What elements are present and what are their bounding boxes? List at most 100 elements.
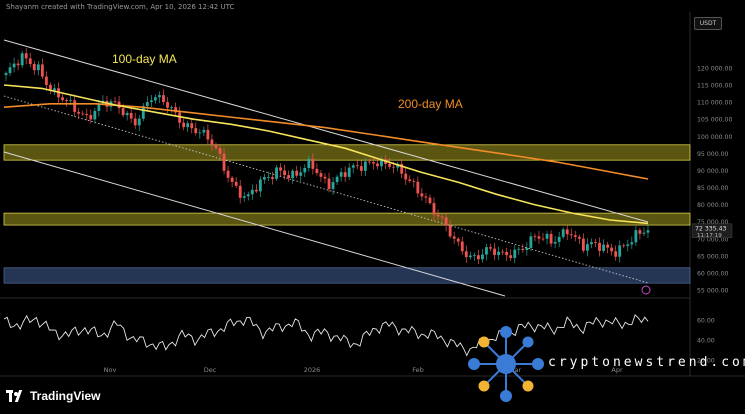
- currency-button[interactable]: USDT: [694, 17, 722, 30]
- candle-body: [307, 158, 311, 169]
- ma100-line: [3, 84, 649, 225]
- crypto-news-trend-logo: [468, 326, 544, 402]
- candle-body: [501, 251, 505, 253]
- candle-body: [452, 236, 456, 239]
- candle-body: [606, 244, 610, 248]
- candle-body: [85, 114, 89, 116]
- time-tick-label: 2026: [304, 366, 321, 374]
- candle-body: [533, 236, 537, 238]
- candle-body: [646, 230, 650, 233]
- candle-body: [125, 112, 129, 116]
- candle-body: [521, 248, 525, 250]
- candle-body: [513, 249, 517, 258]
- candle-body: [557, 236, 561, 242]
- last-price-label: 72 335.43: [695, 225, 727, 232]
- candle-body: [210, 139, 214, 146]
- candle-body: [186, 123, 190, 128]
- watermark-text: cryptonewstrend.com: [548, 355, 745, 370]
- candle-body: [20, 53, 24, 66]
- candle-body: [630, 242, 634, 245]
- candle-body: [343, 172, 347, 177]
- candle-body: [614, 251, 618, 257]
- resistance-zone: [3, 212, 691, 226]
- price-tick-label: 105 000.00: [697, 117, 732, 124]
- candle-body: [303, 168, 307, 173]
- candle-body: [367, 161, 371, 163]
- candle-body: [319, 173, 323, 177]
- ma200-line: [3, 103, 649, 180]
- price-tick-label: 95 000.00: [697, 151, 729, 158]
- price-tick-label: 110 000.00: [697, 100, 732, 107]
- candle-body: [214, 145, 218, 149]
- candle-body: [335, 176, 339, 183]
- candle-body: [40, 64, 44, 77]
- candle-body: [626, 244, 630, 246]
- candle-body: [347, 167, 351, 177]
- resistance-zone: [3, 144, 691, 161]
- candle-body: [416, 181, 420, 194]
- candle-body: [355, 165, 359, 167]
- candle-body: [311, 158, 315, 169]
- candle-body: [32, 63, 36, 71]
- candle-body: [618, 245, 622, 257]
- candle-body: [339, 172, 343, 177]
- candle-body: [166, 102, 169, 108]
- candle-body: [497, 251, 501, 256]
- candle-body: [476, 255, 480, 260]
- time-tick-label: Apr: [611, 366, 623, 374]
- candle-body: [291, 170, 295, 179]
- candle-body: [61, 97, 64, 101]
- candle-body: [485, 247, 488, 255]
- candle-body: [561, 229, 565, 237]
- candle-body: [53, 88, 56, 91]
- candle-body: [537, 236, 541, 239]
- time-tick-label: Feb: [412, 366, 424, 374]
- price-tick-label: 60 000.00: [697, 270, 729, 277]
- candle-body: [12, 63, 16, 68]
- candle-body: [468, 255, 472, 258]
- time-tick-label: Mar: [509, 366, 522, 374]
- candle-body: [586, 244, 589, 251]
- candle-body: [472, 255, 476, 257]
- candle-body: [28, 58, 32, 64]
- candle-body: [529, 236, 533, 248]
- candle-body: [81, 113, 85, 115]
- tradingview-label: TradingView: [30, 389, 101, 403]
- channel-lower-line: [3, 151, 506, 297]
- candle-body: [638, 230, 642, 234]
- candle-body: [505, 251, 509, 256]
- candle-body: [372, 162, 375, 164]
- candle-body: [581, 238, 585, 251]
- candle-body: [230, 177, 234, 182]
- candle-body: [380, 159, 383, 167]
- candle-body: [218, 148, 222, 154]
- candle-body: [44, 76, 48, 85]
- candle-body: [359, 166, 363, 171]
- candle-body: [182, 122, 186, 128]
- candle-body: [404, 173, 408, 180]
- candle-body: [489, 247, 492, 249]
- candle-body: [97, 103, 101, 111]
- candle-body: [8, 67, 12, 74]
- candle-body: [412, 180, 416, 182]
- candle-body: [388, 163, 391, 167]
- candle-body: [577, 236, 581, 239]
- candle-body: [162, 95, 165, 103]
- candle-body: [137, 118, 141, 126]
- candle-body: [424, 196, 428, 198]
- candle-body: [610, 247, 614, 252]
- price-tick-label: 85 000.00: [697, 185, 729, 192]
- price-tick-label: 80 000.00: [697, 202, 729, 209]
- price-tick-label: 120 000.00: [697, 65, 732, 72]
- candle-body: [271, 177, 274, 179]
- candle-body: [16, 63, 20, 66]
- candle-body: [121, 108, 125, 116]
- candle-body: [170, 107, 173, 109]
- tradingview-brand[interactable]: TradingView: [6, 389, 100, 403]
- candle-body: [77, 111, 81, 114]
- ma100-annotation: 100-day MA: [112, 52, 177, 66]
- price-tick-label: 90 000.00: [697, 168, 729, 175]
- rsi-tick-label: 40.00: [697, 338, 715, 345]
- candle-body: [198, 132, 202, 134]
